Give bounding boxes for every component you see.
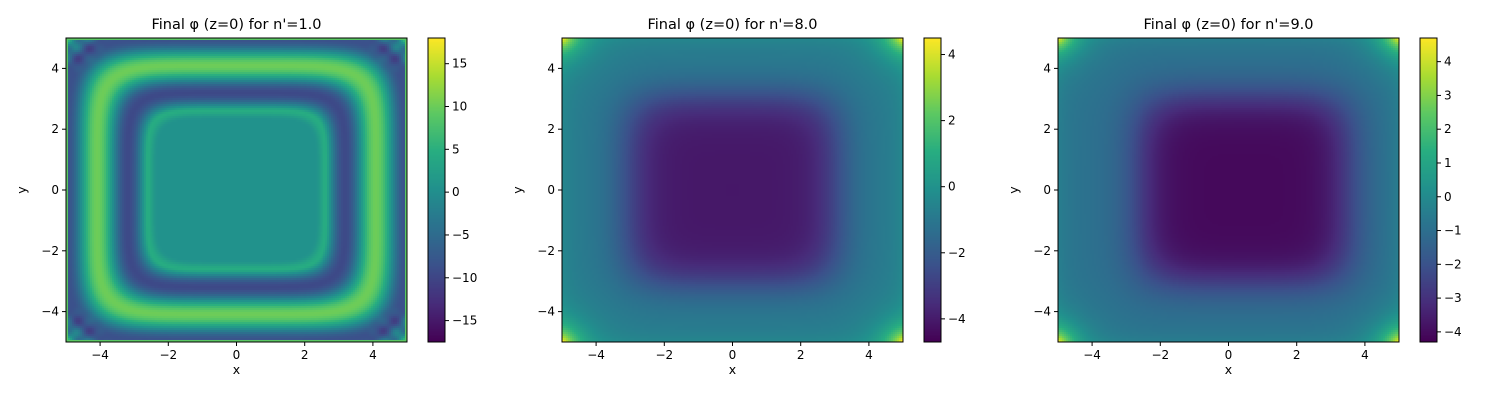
y-tick-label: 0 [51,183,59,197]
y-tick-label: 4 [547,61,555,75]
y-tick-label: 2 [1043,122,1051,136]
x-axis-label: x [729,362,736,377]
x-tick-label: −4 [1083,348,1101,362]
y-tick-label: 4 [1043,61,1051,75]
x-axis-label: x [1225,362,1232,377]
y-tick-label: 0 [547,183,555,197]
x-tick-label: −2 [1151,348,1169,362]
x-tick-label: −4 [91,348,109,362]
colorbar-gradient [428,38,445,342]
heatmap-panel-3: −4 −2 0 2 4 −4 −2 0 2 4 Final φ (z=0) for n'=9.0 x y… [1006,17,1462,377]
colorbar-tick-label: 0 [948,180,956,194]
colorbar-tick-label: 0 [1444,190,1452,204]
heatmap-image [562,38,903,342]
colorbar-frame [1419,37,1438,343]
colorbar-tick-label: 0 [452,185,460,199]
colorbar-frame [427,37,446,343]
colorbar-tick-label: −1 [1444,224,1462,238]
colorbar-frame [923,37,942,343]
heatmap-panel-2: −4 −2 0 2 4 −4 −2 0 2 4 Final φ (z=0) for n'=8.0 x y… [510,17,966,377]
y-axis-label: y [510,186,525,194]
x-tick-label: 2 [1293,348,1301,362]
y-tick-label: −2 [41,244,59,258]
colorbar: −15 −10 −5 0 5 10 15 [427,37,477,343]
x-tick-label: 4 [1361,348,1369,362]
colorbar-tick-label: 5 [452,142,460,156]
colorbar-gradient [1420,38,1437,342]
y-tick-label: −2 [1033,244,1051,258]
y-tick-label: 2 [51,122,59,136]
colorbar-tick-label: 4 [1444,55,1452,69]
x-tick-label: 2 [301,348,309,362]
y-tick-label: −4 [537,305,555,319]
colorbar-tick-label: 1 [1444,156,1452,170]
chart-title: Final φ (z=0) for n'=1.0 [151,17,321,33]
y-tick-label: −4 [1033,305,1051,319]
colorbar-tick-label: −5 [452,228,470,242]
colorbar-tick-label: 3 [1444,88,1452,102]
colorbar-tick-label: −4 [1444,325,1462,339]
chart-title: Final φ (z=0) for n'=9.0 [1143,17,1313,33]
y-tick-label: 0 [1043,183,1051,197]
colorbar-tick-label: −15 [452,314,477,328]
colorbar: −4 −3 −2 −1 0 1 2 3 4 [1419,37,1462,343]
colorbar-tick-label: 15 [452,57,467,71]
x-axis-label: x [233,362,240,377]
colorbar-tick-label: −3 [1444,291,1462,305]
y-tick-label: −2 [537,244,555,258]
y-tick-label: 2 [547,122,555,136]
colorbar-tick-label: −10 [452,271,477,285]
x-tick-label: 4 [369,348,377,362]
colorbar-tick-label: 2 [1444,122,1452,136]
x-tick-label: 2 [797,348,805,362]
heatmap-panel-1: −4 −2 0 2 4 −4 −2 0 2 4 Final φ (z=0) for n'=1.0 x y… [14,17,477,377]
x-tick-label: 0 [729,348,737,362]
colorbar-tick-label: −2 [1444,257,1462,271]
heatmap-image [1058,38,1399,342]
heatmap-image [66,38,407,342]
x-tick-label: 0 [233,348,241,362]
x-tick-label: 0 [1225,348,1233,362]
y-tick-label: −4 [41,305,59,319]
chart-title: Final φ (z=0) for n'=8.0 [647,17,817,33]
x-tick-label: −2 [655,348,673,362]
x-tick-label: −2 [159,348,177,362]
x-tick-label: −4 [587,348,605,362]
y-axis-label: y [14,186,29,194]
y-tick-label: 4 [51,61,59,75]
colorbar-gradient [924,38,941,342]
colorbar: −4 −2 0 2 4 [923,37,966,343]
colorbar-tick-label: 10 [452,100,467,114]
colorbar-tick-label: 4 [948,48,956,62]
colorbar-tick-label: −4 [948,312,966,326]
x-tick-label: 4 [865,348,873,362]
y-axis-label: y [1006,186,1021,194]
colorbar-tick-label: 2 [948,114,956,128]
colorbar-tick-label: −2 [948,246,966,260]
